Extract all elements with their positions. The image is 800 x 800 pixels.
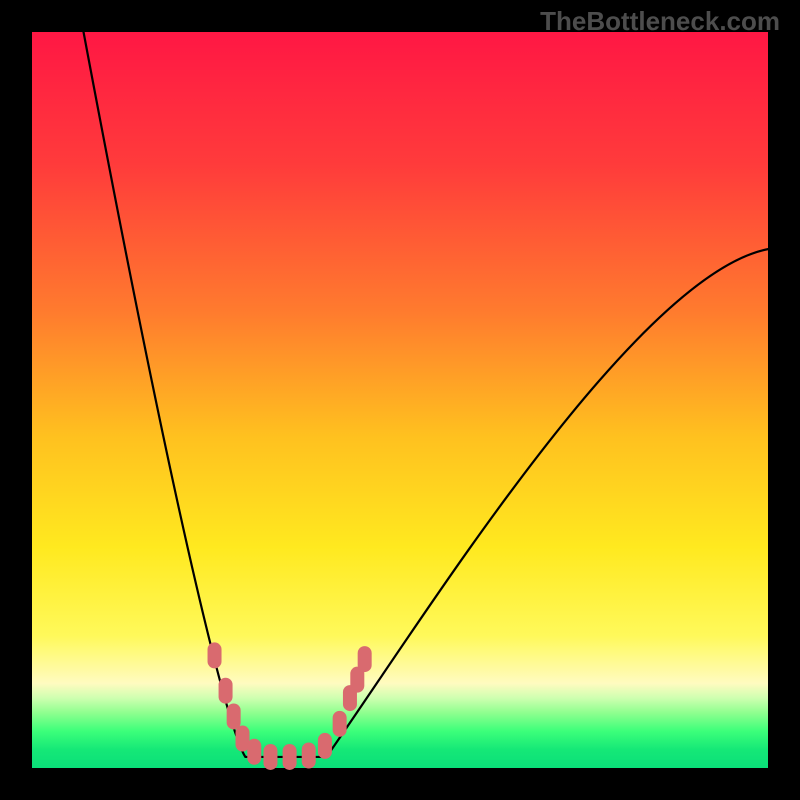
curve-marker: [318, 733, 332, 759]
curve-marker: [283, 744, 297, 770]
curve-marker: [333, 711, 347, 737]
chart-stage: TheBottleneck.com: [0, 0, 800, 800]
curve-marker: [208, 642, 222, 668]
curve-marker: [358, 646, 372, 672]
curve-marker: [302, 742, 316, 768]
curve-marker: [263, 744, 277, 770]
plot-background: [32, 32, 768, 768]
chart-svg: [0, 0, 800, 800]
curve-marker: [247, 739, 261, 765]
curve-marker: [227, 703, 241, 729]
curve-marker: [219, 678, 233, 704]
